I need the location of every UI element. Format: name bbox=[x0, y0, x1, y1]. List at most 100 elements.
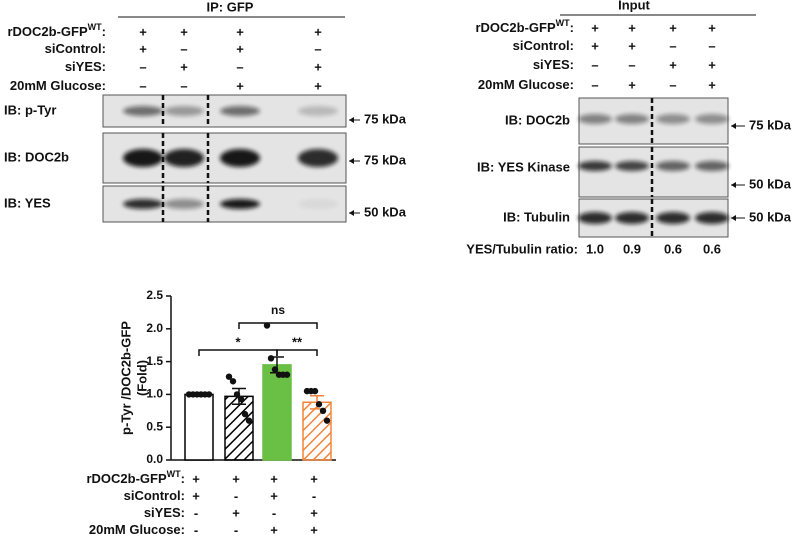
band bbox=[298, 149, 338, 167]
sign: – bbox=[180, 41, 187, 56]
band bbox=[695, 114, 729, 124]
sign: + bbox=[314, 59, 322, 74]
band bbox=[578, 161, 612, 171]
blot-label: IB: p-Tyr bbox=[4, 102, 56, 117]
sign: + bbox=[139, 24, 147, 39]
point bbox=[245, 417, 253, 424]
size-marker: 75 kDa bbox=[364, 152, 407, 167]
band bbox=[695, 212, 729, 224]
band bbox=[615, 114, 649, 124]
blot bbox=[578, 146, 729, 198]
band bbox=[164, 149, 204, 167]
condition-name: siControl: bbox=[124, 488, 185, 503]
band bbox=[164, 199, 204, 209]
sign: – bbox=[669, 38, 676, 53]
band bbox=[615, 212, 649, 224]
sign: + bbox=[314, 24, 322, 39]
sign: – bbox=[139, 59, 146, 74]
condition-label: 20mM Glucose: bbox=[10, 78, 106, 93]
band bbox=[615, 161, 649, 171]
condition-name: 20mM Glucose: bbox=[478, 77, 574, 92]
band bbox=[123, 149, 163, 167]
band bbox=[220, 106, 260, 116]
point bbox=[323, 417, 331, 424]
band bbox=[220, 199, 260, 209]
point bbox=[271, 366, 279, 373]
blot-label: IB: YES Kinase bbox=[477, 159, 570, 174]
sign: - bbox=[234, 488, 238, 503]
condition-label: rDOC2b-GFPWT: bbox=[86, 469, 185, 486]
sign: + bbox=[270, 471, 278, 486]
arrow-head bbox=[349, 158, 354, 164]
ratio-value: 1.0 bbox=[586, 241, 604, 256]
sign: – bbox=[591, 57, 598, 72]
point bbox=[225, 373, 233, 380]
sign: – bbox=[591, 77, 598, 92]
band bbox=[578, 212, 612, 224]
bracket bbox=[198, 349, 278, 356]
blot-label: IB: Tubulin bbox=[503, 209, 570, 224]
condition-name: rDOC2b-GFP bbox=[86, 471, 167, 486]
y-tick-label: 1.0 bbox=[146, 387, 163, 401]
band bbox=[695, 161, 729, 171]
condition-end: : bbox=[102, 24, 106, 39]
ratio-value: 0.6 bbox=[664, 241, 682, 256]
superscript: WT bbox=[167, 469, 181, 479]
condition-label: rDOC2b-GFPWT: bbox=[7, 22, 106, 39]
condition-label: siYES: bbox=[533, 57, 574, 72]
sign: - bbox=[194, 505, 198, 520]
condition-name: siYES: bbox=[533, 57, 574, 72]
sign: + bbox=[236, 78, 244, 93]
band bbox=[164, 106, 204, 116]
arrow-head bbox=[349, 117, 354, 123]
size-marker: 75 kDa bbox=[749, 117, 792, 132]
condition-label: siControl: bbox=[124, 488, 185, 503]
band bbox=[123, 106, 163, 116]
point bbox=[283, 371, 291, 378]
sign: + bbox=[270, 522, 278, 537]
sign: + bbox=[708, 20, 716, 35]
point bbox=[237, 395, 245, 403]
y-axis-label: p-Tyr /DOC2b-GFP bbox=[118, 321, 133, 435]
sign: – bbox=[314, 41, 321, 56]
bar bbox=[262, 364, 292, 461]
point bbox=[205, 391, 213, 398]
sign: + bbox=[180, 24, 188, 39]
condition-name: siControl: bbox=[513, 38, 574, 53]
superscript: WT bbox=[88, 22, 102, 32]
arrow-head bbox=[731, 182, 736, 188]
sign: + bbox=[310, 522, 318, 537]
size-marker: 50 kDa bbox=[749, 209, 792, 224]
sign: - bbox=[272, 505, 276, 520]
point bbox=[267, 355, 275, 362]
ratio-value: 0.6 bbox=[703, 241, 721, 256]
size-marker: 75 kDa bbox=[364, 111, 407, 126]
arrow-head bbox=[349, 210, 354, 216]
arrow-head bbox=[731, 123, 736, 129]
sign: – bbox=[708, 38, 715, 53]
y-tick-label: 1.5 bbox=[146, 354, 163, 368]
condition-end: : bbox=[570, 20, 574, 35]
y-axis-label: (Fold) bbox=[134, 360, 149, 396]
blot-label: IB: DOC2b bbox=[4, 149, 69, 164]
condition-label: 20mM Glucose: bbox=[89, 522, 185, 537]
sign: – bbox=[628, 57, 635, 72]
significance: ** bbox=[292, 334, 303, 349]
sign: + bbox=[236, 41, 244, 56]
bar bbox=[224, 395, 254, 461]
sign: + bbox=[669, 20, 677, 35]
y-tick-label: 2.5 bbox=[146, 288, 163, 302]
sign: + bbox=[232, 505, 240, 520]
band bbox=[656, 114, 690, 124]
band bbox=[298, 199, 338, 209]
condition-name: siControl: bbox=[45, 41, 106, 56]
size-marker: 50 kDa bbox=[364, 204, 407, 219]
sign: + bbox=[314, 78, 322, 93]
superscript: WT bbox=[556, 18, 570, 28]
significance: ns bbox=[271, 303, 285, 317]
condition-name: rDOC2b-GFP bbox=[475, 20, 556, 35]
sign: + bbox=[310, 471, 318, 486]
bracket bbox=[276, 349, 318, 356]
sign: + bbox=[236, 24, 244, 39]
